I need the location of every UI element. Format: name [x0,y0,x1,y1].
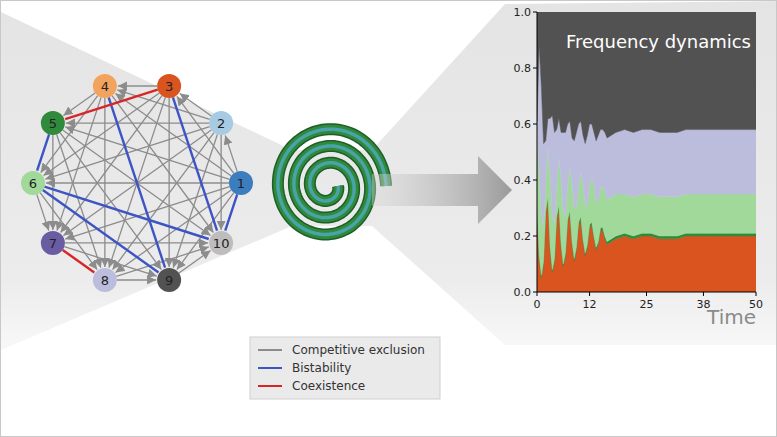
x-tick [646,292,647,296]
edge [37,134,49,170]
y-tick-label: 0.6 [514,118,532,131]
node-label: 4 [101,79,109,94]
plot-area [537,12,756,292]
node-label: 6 [29,176,37,191]
node-label: 10 [213,236,230,251]
y-tick [533,12,537,13]
edge [37,194,49,230]
node [93,268,117,292]
edge [117,279,156,280]
spiral-edge [278,129,386,234]
y-tick-label: 0.0 [514,286,532,299]
edge [225,194,237,230]
edge [57,97,101,230]
edge [173,97,217,230]
y-tick [533,68,537,69]
spiral-core [278,129,386,234]
x-tick-label: 0 [534,298,541,311]
node [157,74,181,98]
y-tick [533,180,537,181]
x-tick [589,292,590,296]
legend-swatch [258,349,282,351]
x-tick-label: 12 [583,298,597,311]
y-tick [533,292,537,293]
y-tick [533,124,537,125]
edge [65,242,208,243]
legend-label: Coexistence [292,379,365,393]
figure: 12345678910Competitive exclusionBistabil… [0,0,777,437]
x-axis-label: Time [706,305,756,329]
node [157,268,181,292]
legend-box [250,337,440,399]
spiral-ribbon [278,129,386,234]
x-tick [537,292,538,296]
edge [43,190,159,272]
y-tick-label: 0.8 [514,62,532,75]
edge [225,135,237,171]
legend-label: Bistability [292,361,351,375]
node-label: 1 [237,176,245,191]
node [21,171,45,195]
x-tick [703,292,704,296]
legend-swatch [258,385,282,387]
edge [104,98,105,267]
bowtie-background [1,1,776,350]
node [209,231,233,255]
edge [118,85,157,86]
node [41,111,65,135]
chart-title: Frequency dynamics [566,31,751,52]
node-label: 2 [217,116,225,131]
frame [1,1,777,437]
arrow [372,156,512,224]
y-tick-label: 0.4 [514,174,532,187]
y-tick-label: 0.2 [514,230,532,243]
node-label: 5 [49,116,57,131]
edge [44,187,208,239]
legend: Competitive exclusion Bistability Coexiste… [250,337,440,399]
x-tick [756,292,757,296]
edge [52,135,53,230]
area [537,12,756,144]
node-label: 9 [165,273,173,288]
node-label: 3 [165,79,173,94]
legend-swatch [258,367,282,369]
edge [66,122,209,123]
areas [537,12,756,292]
y-tick [533,236,537,237]
network: 1 2 3 4 5 6 7 8 9 10 [21,74,253,292]
y-axis [537,12,538,292]
chart: 0.00.20.40.60.81.0012253850Frequency dyn… [514,6,764,329]
edge [220,135,221,230]
edge [40,193,97,270]
node [209,111,233,135]
legend-label: Competitive exclusion [292,343,425,357]
edge [180,94,212,117]
node-label: 7 [49,236,57,251]
node-label: 8 [101,273,109,288]
edge [60,133,161,270]
y-tick-label: 1.0 [514,6,532,19]
edge [179,250,211,273]
x-tick-label: 25 [640,298,654,311]
edge [168,98,169,267]
node [93,74,117,98]
node [229,171,253,195]
node [41,231,65,255]
edge [63,250,95,273]
